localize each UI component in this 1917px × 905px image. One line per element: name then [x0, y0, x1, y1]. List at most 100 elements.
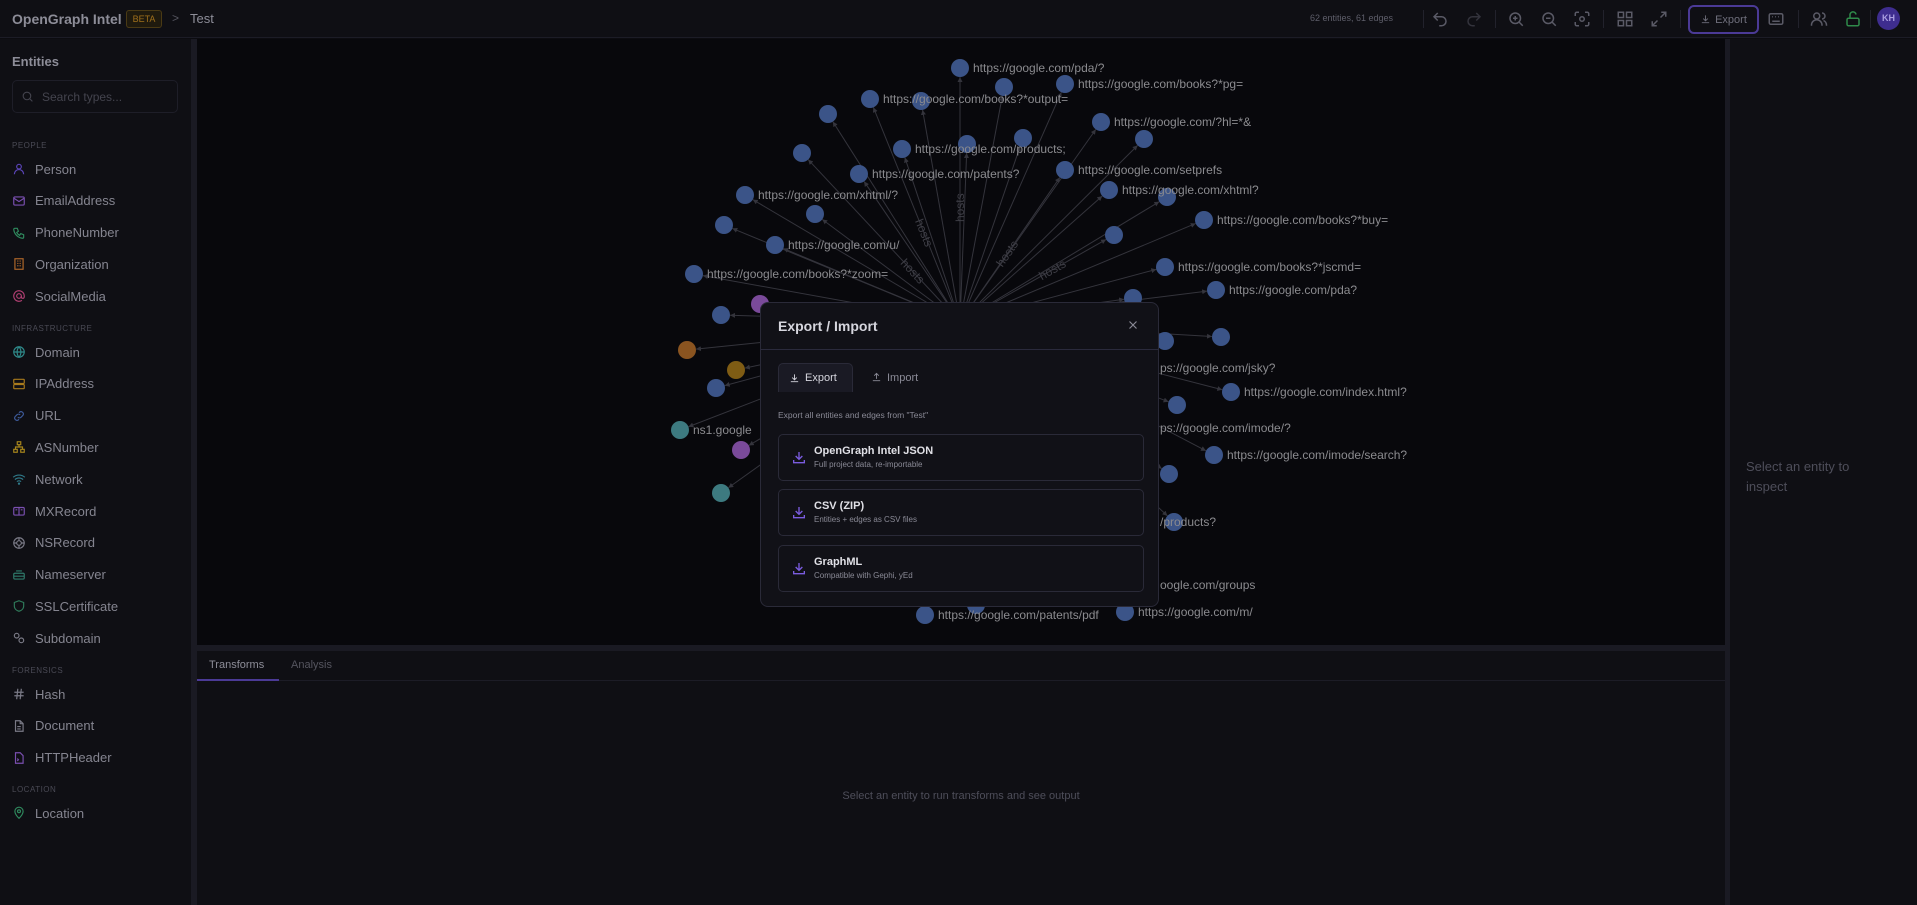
graph-node-url[interactable]: [951, 59, 969, 77]
graph-edge[interactable]: [832, 121, 961, 323]
fullscreen-icon[interactable]: [1650, 10, 1668, 28]
graph-node-url[interactable]: [995, 78, 1013, 96]
graph-node-url[interactable]: [1158, 188, 1176, 206]
graph-node-url[interactable]: [1212, 328, 1230, 346]
graph-edge[interactable]: [959, 201, 1160, 323]
right-panel-resize-handle[interactable]: [1725, 39, 1730, 905]
graph-edge[interactable]: [959, 95, 1004, 323]
sidebar-resize-handle[interactable]: [191, 39, 197, 905]
graph-node-url[interactable]: [712, 306, 730, 324]
sidebar-item-organization[interactable]: Organization: [12, 254, 109, 274]
export-option-json[interactable]: OpenGraph Intel JSON Full project data, …: [778, 434, 1144, 481]
graph-node-url[interactable]: [806, 205, 824, 223]
graph-edge[interactable]: [959, 144, 1138, 323]
close-icon[interactable]: [1126, 318, 1140, 332]
graph-edge[interactable]: [920, 109, 961, 323]
graph-node-url[interactable]: [916, 606, 934, 624]
graph-node-url[interactable]: [1092, 113, 1110, 131]
graph-node-url[interactable]: [1014, 129, 1032, 147]
graph-node-url[interactable]: [1100, 181, 1118, 199]
tab-analysis[interactable]: Analysis: [291, 659, 332, 671]
breadcrumb-project[interactable]: Test: [190, 11, 214, 26]
graph-node-url[interactable]: [1195, 211, 1213, 229]
graph-edge[interactable]: [959, 177, 1061, 323]
graph-node-url[interactable]: [1222, 383, 1240, 401]
graph-edge[interactable]: [807, 159, 961, 323]
graph-edge[interactable]: [863, 181, 961, 323]
graph-edge[interactable]: [959, 152, 969, 323]
export-option-graphml[interactable]: GraphML Compatible with Gephi, yEd: [778, 545, 1144, 592]
graph-edge[interactable]: [959, 146, 1021, 323]
redo-icon[interactable]: [1465, 10, 1483, 28]
graph-node-url[interactable]: [1056, 161, 1074, 179]
layout-grid-icon[interactable]: [1616, 10, 1634, 28]
sidebar-item-emailaddress[interactable]: EmailAddress: [12, 191, 115, 211]
graph-node-url[interactable]: [893, 140, 911, 158]
graph-node-url[interactable]: [1156, 258, 1174, 276]
unlock-icon[interactable]: [1844, 10, 1862, 28]
graph-node-url[interactable]: [1135, 130, 1153, 148]
avatar[interactable]: KH: [1877, 7, 1900, 30]
tab-import[interactable]: Import: [861, 363, 928, 392]
graph-node-url[interactable]: [1116, 603, 1134, 621]
graph-edge[interactable]: [752, 199, 961, 323]
sidebar-item-asnumber[interactable]: ASNumber: [12, 437, 99, 457]
graph-node-ip[interactable]: [727, 361, 745, 379]
fit-view-icon[interactable]: [1573, 10, 1591, 28]
graph-node-url[interactable]: [685, 265, 703, 283]
export-button[interactable]: Export: [1688, 5, 1759, 34]
sidebar-item-httpheader[interactable]: HTTPHeader: [12, 748, 112, 768]
graph-node-url[interactable]: [1156, 332, 1174, 350]
graph-node-url[interactable]: [707, 379, 725, 397]
graph-node-nameserver[interactable]: [712, 484, 730, 502]
sidebar-item-network[interactable]: Network: [12, 469, 83, 489]
sidebar-item-subdomain[interactable]: Subdomain: [12, 628, 101, 648]
graph-node-url[interactable]: [715, 216, 733, 234]
sidebar-item-nsrecord[interactable]: NSRecord: [12, 533, 95, 553]
sidebar-item-phonenumber[interactable]: PhoneNumber: [12, 223, 119, 243]
sidebar-item-socialmedia[interactable]: SocialMedia: [12, 286, 106, 306]
sidebar-item-domain[interactable]: Domain: [12, 342, 80, 362]
graph-node-domain[interactable]: [732, 441, 750, 459]
graph-node-url[interactable]: [1160, 465, 1178, 483]
graph-node-url[interactable]: [793, 144, 811, 162]
graph-node-url[interactable]: [1165, 513, 1183, 531]
graph-edge[interactable]: [959, 92, 1062, 323]
tab-export[interactable]: Export: [778, 363, 853, 392]
zoom-in-icon[interactable]: [1507, 10, 1525, 28]
sidebar-item-person[interactable]: Person: [12, 159, 76, 179]
sidebar-item-sslcertificate[interactable]: SSLCertificate: [12, 596, 118, 616]
graph-node-url[interactable]: [1205, 446, 1223, 464]
graph-node-url[interactable]: [819, 105, 837, 123]
graph-edge[interactable]: [904, 157, 961, 323]
bottom-panel-resize-handle[interactable]: [197, 645, 1725, 651]
graph-node-url[interactable]: [850, 165, 868, 183]
keyboard-icon[interactable]: [1767, 10, 1785, 28]
zoom-out-icon[interactable]: [1540, 10, 1558, 28]
export-option-csv[interactable]: CSV (ZIP) Entities + edges as CSV files: [778, 489, 1144, 536]
graph-node-url[interactable]: [736, 186, 754, 204]
search-input[interactable]: Search types...: [12, 80, 178, 113]
sidebar-item-hash[interactable]: Hash: [12, 684, 65, 704]
graph-node-url[interactable]: [1105, 226, 1123, 244]
graph-node-url[interactable]: [766, 236, 784, 254]
sidebar-item-document[interactable]: Document: [12, 716, 94, 736]
graph-edge[interactable]: [872, 107, 961, 323]
graph-edge[interactable]: [959, 195, 1103, 323]
tab-transforms[interactable]: Transforms: [209, 659, 265, 671]
graph-node-url[interactable]: [1056, 75, 1074, 93]
graph-node-organization[interactable]: [678, 341, 696, 359]
sidebar-item-location[interactable]: Location: [12, 803, 84, 823]
sidebar-item-ipaddress[interactable]: IPAddress: [12, 374, 94, 394]
sidebar-item-nameserver[interactable]: Nameserver: [12, 565, 106, 585]
undo-icon[interactable]: [1431, 10, 1449, 28]
sidebar-item-mxrecord[interactable]: MXRecord: [12, 501, 96, 521]
users-icon[interactable]: [1810, 10, 1828, 28]
graph-node-url[interactable]: [1207, 281, 1225, 299]
graph-node-nameserver[interactable]: [671, 421, 689, 439]
graph-node-url[interactable]: [861, 90, 879, 108]
graph-node-url[interactable]: [912, 92, 930, 110]
graph-node-url[interactable]: [958, 135, 976, 153]
sidebar-item-url[interactable]: URL: [12, 406, 61, 426]
